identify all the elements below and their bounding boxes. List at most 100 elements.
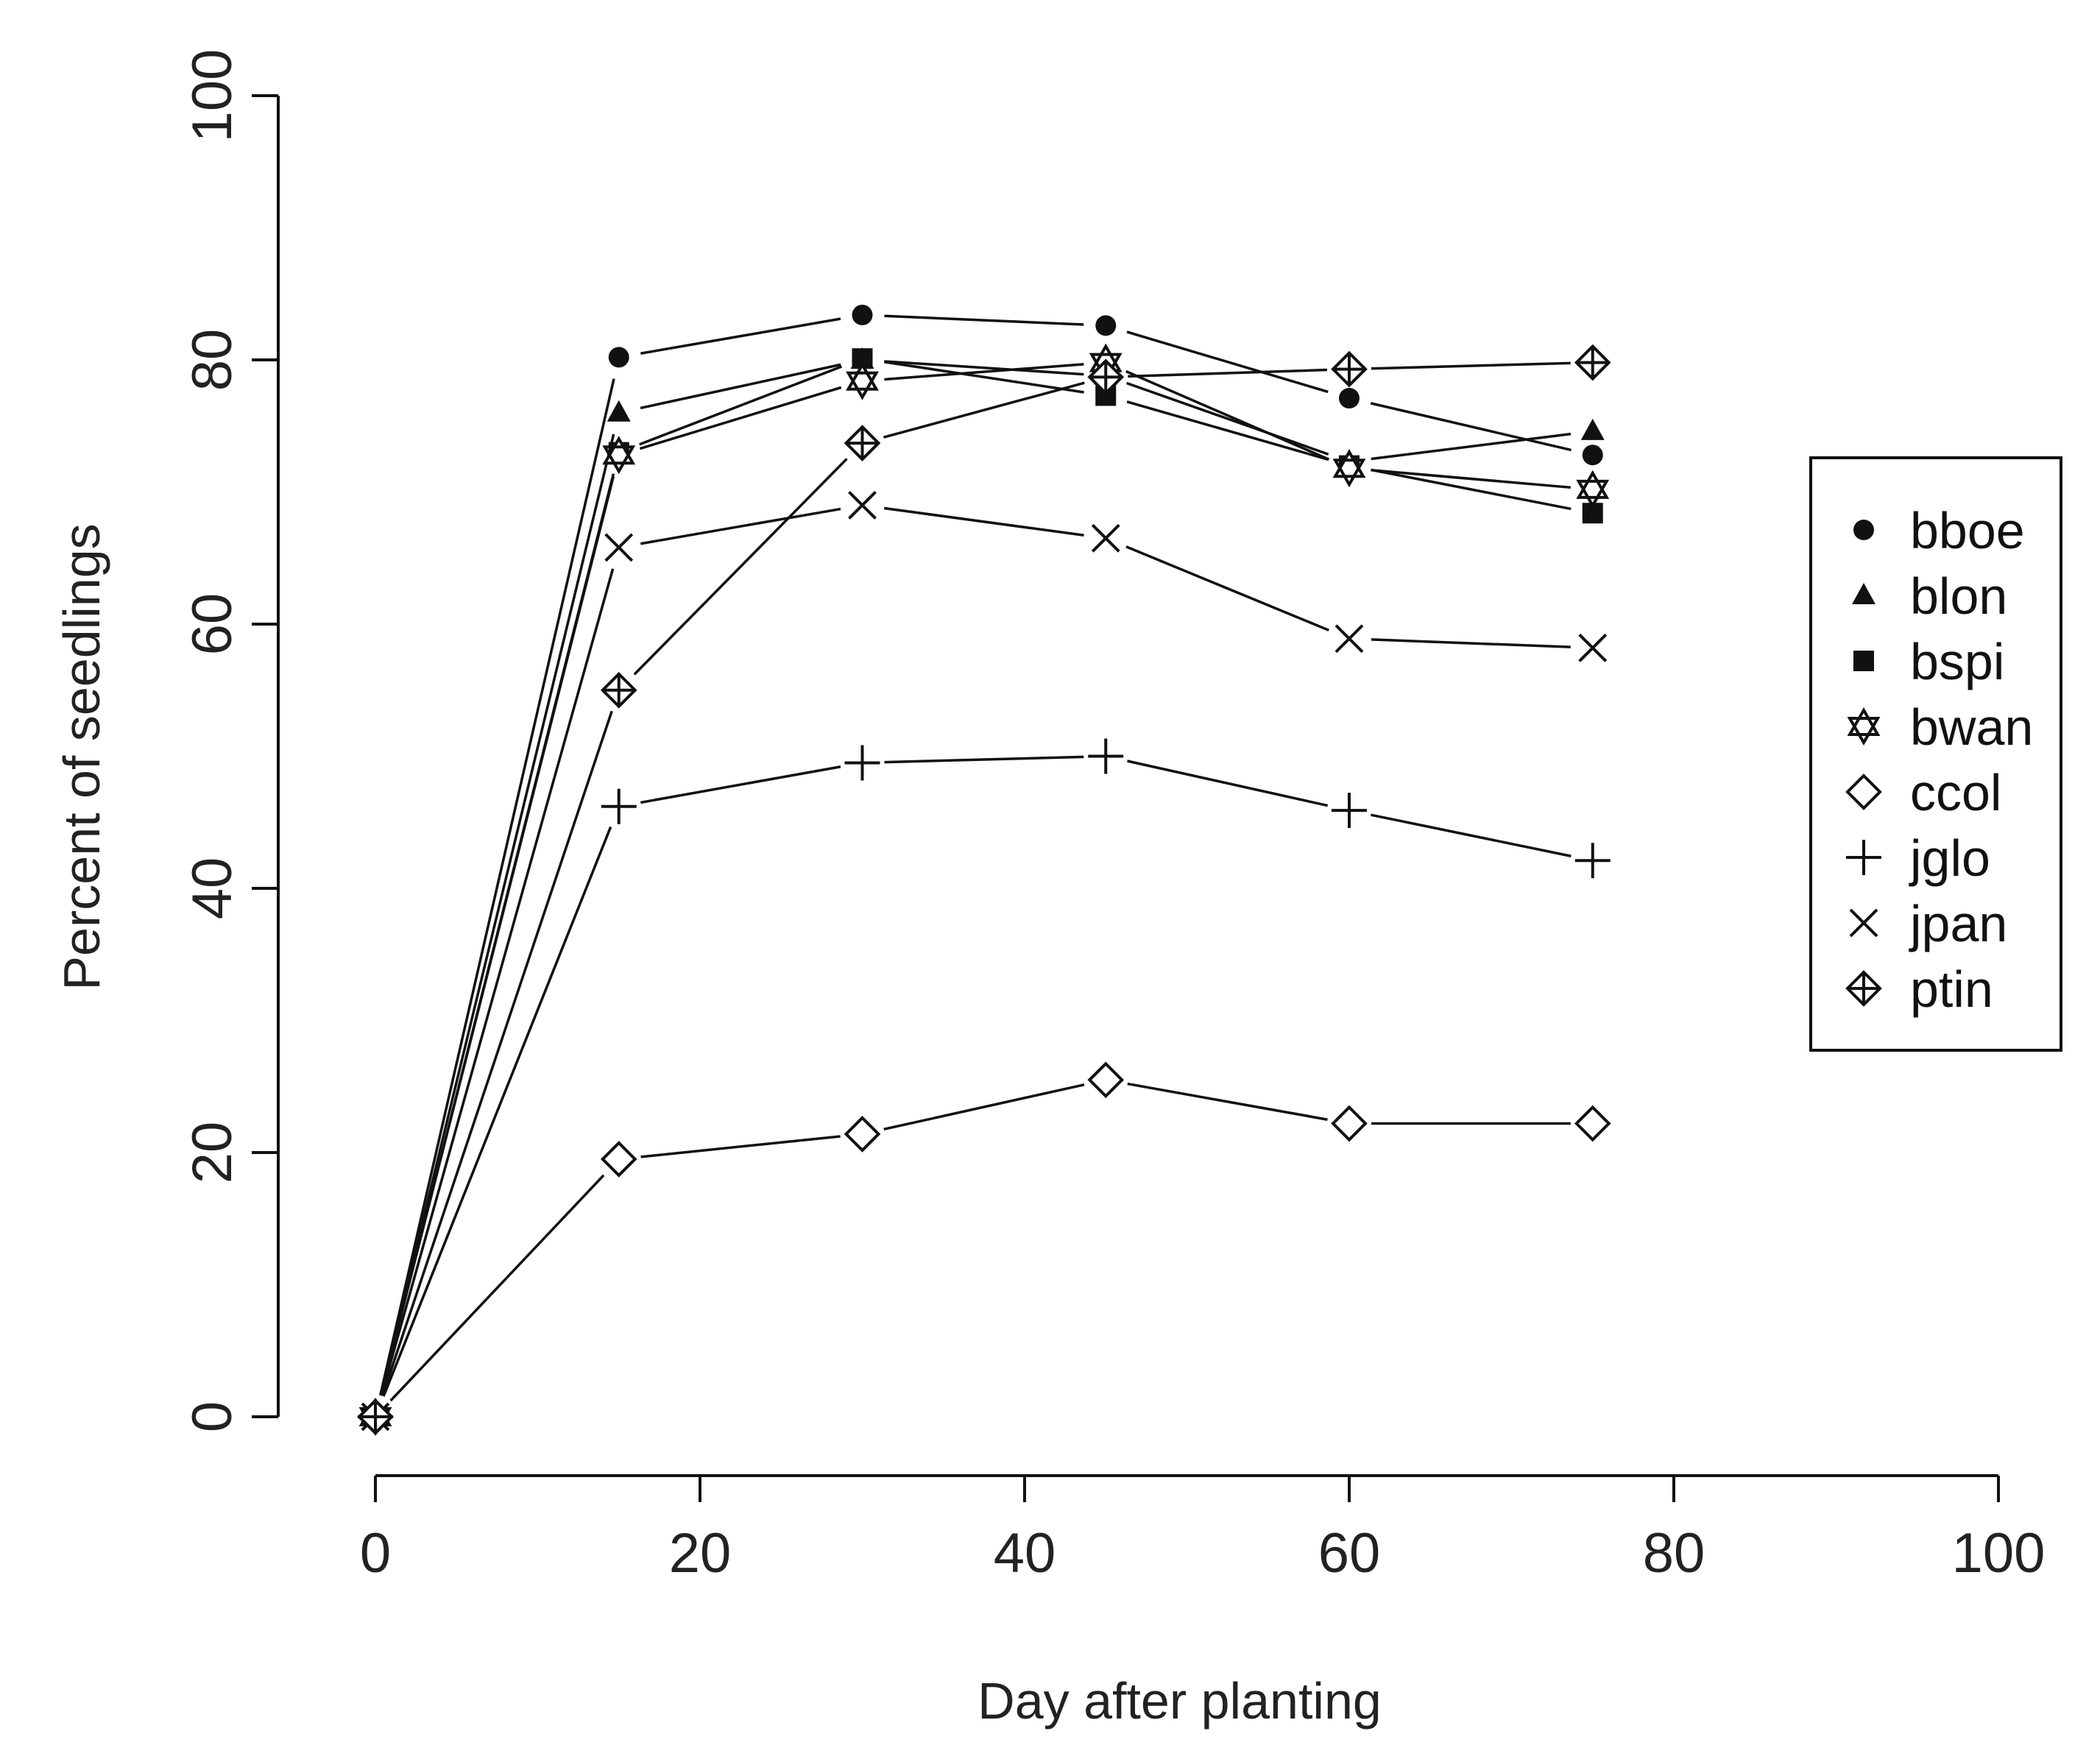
legend-label: jglo: [1909, 829, 1990, 887]
x-tick-label: 0: [360, 1522, 391, 1585]
series-markers: [357, 304, 1611, 1437]
line-segment: [380, 568, 615, 1396]
line-segment: [640, 317, 841, 355]
data-point-jpan: [604, 533, 634, 562]
legend-label: blon: [1910, 567, 2007, 625]
line-segment: [1128, 368, 1328, 378]
line-segment: [883, 1083, 1085, 1131]
line-segment: [884, 360, 1084, 376]
data-point-ccol: [1331, 1105, 1368, 1142]
data-point-ccol: [1574, 1105, 1611, 1142]
legend-marker-jpan: [1849, 908, 1878, 938]
data-point-bboe: [1339, 388, 1360, 409]
data-point-bboe: [1095, 315, 1117, 336]
y-tick-label: 0: [181, 1401, 244, 1432]
data-point-jpan: [1578, 633, 1608, 662]
y-tick-label: 40: [181, 857, 244, 920]
data-point-ptin: [1087, 358, 1125, 396]
line-segment: [1371, 432, 1572, 461]
line-segment: [640, 1135, 841, 1158]
data-point-bboe: [1582, 445, 1603, 466]
legend-label: ptin: [1910, 960, 1993, 1018]
data-point-bwan: [1576, 470, 1610, 509]
data-point-jglo: [1332, 793, 1367, 829]
line-segment: [883, 360, 1084, 394]
legend-item-jglo: jglo: [1846, 829, 1990, 887]
data-point-ptin: [1331, 350, 1368, 388]
line-segment: [639, 386, 842, 450]
data-point-jpan: [1091, 523, 1120, 553]
line-segment: [640, 363, 841, 410]
legend-label: bspi: [1910, 633, 2004, 690]
line-segment: [1370, 402, 1572, 452]
x-tick-label: 20: [669, 1522, 732, 1585]
data-point-ptin: [600, 671, 637, 709]
legend-item-bspi: bspi: [1853, 633, 2004, 690]
legend-item-ccol: ccol: [1845, 764, 2001, 821]
y-tick-label: 80: [181, 329, 244, 392]
legend-item-jpan: jpan: [1849, 895, 2007, 952]
line-segment: [883, 381, 1085, 439]
legend-box: [1809, 456, 2062, 1052]
legend-item-ptin: ptin: [1845, 960, 1993, 1018]
data-point-ptin: [357, 1398, 394, 1435]
line-segment: [640, 507, 841, 545]
y-axis-ticks: 0 20 40 60 80 100: [181, 49, 278, 1432]
y-tick-label: 20: [181, 1122, 244, 1184]
line-segment: [1371, 468, 1572, 511]
x-tick-label: 100: [1952, 1522, 2046, 1585]
data-point-bwan: [1332, 449, 1366, 488]
line-segment: [381, 710, 613, 1397]
series-line-blon: [379, 360, 1572, 1396]
line-segment: [884, 755, 1084, 764]
x-tick-label: 60: [1318, 1522, 1381, 1585]
data-point-blon: [607, 400, 631, 422]
legend-marker-bwan: [1847, 707, 1881, 746]
series-line-bboe: [379, 314, 1572, 1396]
line-segment: [1125, 369, 1330, 461]
series-line-jpan: [380, 506, 1571, 1396]
series-lines: [379, 314, 1572, 1402]
line-segment: [640, 765, 841, 804]
x-axis-title: Day after planting: [977, 1672, 1382, 1730]
series-line-ptin: [381, 361, 1571, 1397]
y-tick-label: 100: [181, 49, 244, 143]
line-segment: [1126, 400, 1329, 461]
line-segment: [379, 475, 615, 1396]
line-segment: [379, 378, 615, 1396]
line-segment: [1127, 760, 1329, 807]
data-point-ptin: [1574, 344, 1611, 381]
data-point-jpan: [1334, 624, 1364, 654]
y-tick-label: 60: [181, 593, 244, 656]
line-segment: [884, 363, 1084, 381]
data-point-ccol: [600, 1141, 637, 1178]
line-segment: [883, 506, 1084, 537]
line-segment: [1371, 361, 1571, 370]
series-line-ccol: [389, 1082, 1571, 1402]
x-axis-ticks: 0 20 40 60 80 100: [360, 1476, 2046, 1585]
legend-label: bboe: [1910, 502, 2025, 559]
data-point-jglo: [1088, 738, 1124, 774]
data-point-jglo: [844, 745, 880, 781]
line-segment: [1371, 638, 1571, 648]
legend-label: bwan: [1910, 698, 2033, 756]
legend-item-bwan: bwan: [1847, 698, 2033, 756]
data-point-bwan: [602, 436, 636, 475]
legend-label: jpan: [1909, 895, 2007, 952]
line-segment: [884, 314, 1084, 326]
series-line-jglo: [382, 755, 1572, 1397]
legend-label: ccol: [1910, 764, 2001, 821]
data-point-ccol: [1087, 1061, 1125, 1099]
data-point-bwan: [846, 361, 879, 400]
legend-item-bboe: bboe: [1853, 502, 2025, 559]
line-segment: [382, 826, 612, 1397]
legend-marker-blon: [1852, 583, 1875, 604]
data-point-blon: [1580, 418, 1605, 440]
axes: 0 20 40 60 80 100 0 20 40 60 80 100: [181, 49, 2045, 1585]
x-tick-label: 80: [1643, 1522, 1705, 1585]
series-line-bspi: [379, 360, 1572, 1396]
x-tick-label: 40: [994, 1522, 1056, 1585]
line-segment: [1126, 330, 1329, 394]
line-segment: [1125, 381, 1329, 456]
